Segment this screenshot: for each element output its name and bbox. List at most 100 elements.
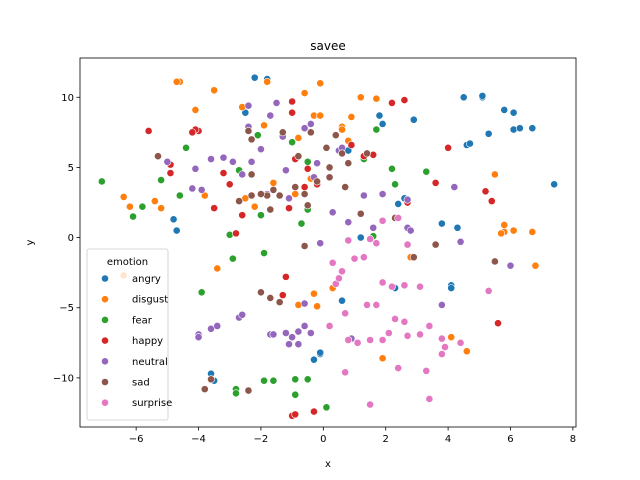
- x-tick-label: 0: [320, 434, 326, 445]
- data-point-angry: [378, 120, 387, 128]
- points-layer: [97, 73, 559, 420]
- data-point-sad: [235, 197, 243, 206]
- data-point-fear: [291, 375, 300, 384]
- data-point-sad: [300, 190, 309, 198]
- legend-marker-neutral: [101, 357, 109, 366]
- data-point-sad: [300, 242, 309, 250]
- data-point-fear: [253, 131, 262, 140]
- data-point-neutral: [257, 145, 265, 154]
- x-tick-label: 8: [570, 434, 576, 445]
- data-point-angry: [500, 106, 509, 114]
- data-point-angry: [478, 91, 487, 100]
- data-point-sad: [278, 128, 287, 137]
- data-point-fear: [197, 288, 206, 297]
- data-point-fear: [291, 390, 300, 399]
- data-point-disgust: [213, 264, 222, 273]
- data-point-happy: [288, 108, 297, 117]
- data-point-surprise: [341, 368, 350, 377]
- data-point-neutral: [238, 170, 247, 179]
- data-point-neutral: [244, 101, 253, 110]
- data-point-disgust: [191, 106, 200, 114]
- data-point-surprise: [372, 301, 381, 309]
- data-point-surprise: [328, 258, 337, 267]
- data-point-surprise: [400, 317, 409, 326]
- data-point-happy: [219, 169, 228, 177]
- data-point-surprise: [441, 343, 449, 351]
- data-point-surprise: [437, 350, 446, 358]
- data-point-neutral: [194, 333, 203, 342]
- x-tick-label: 2: [383, 434, 389, 445]
- data-point-angry: [250, 73, 259, 82]
- data-point-sad: [291, 183, 300, 191]
- legend: emotion angry disgust fear happy neutral sad s…: [86, 248, 172, 421]
- series-sad: [154, 127, 499, 395]
- data-point-fear: [422, 167, 431, 176]
- data-point-sad: [325, 173, 334, 182]
- data-point-neutral: [306, 329, 315, 337]
- data-point-neutral: [328, 208, 337, 217]
- x-tick-label: 6: [507, 434, 513, 445]
- data-point-disgust: [300, 89, 309, 97]
- y-axis-label: y: [25, 239, 36, 245]
- data-point-happy: [300, 183, 309, 191]
- y-tick-label: 0: [68, 233, 74, 244]
- data-point-neutral: [437, 301, 446, 309]
- legend-title: emotion: [107, 257, 148, 268]
- x-axis-label: x: [325, 459, 331, 470]
- data-point-disgust: [338, 125, 346, 134]
- data-point-happy: [444, 143, 453, 152]
- plot-frame: [79, 57, 577, 428]
- data-point-neutral: [313, 159, 321, 168]
- data-point-neutral: [191, 164, 200, 173]
- y-tick-label: 5: [68, 163, 74, 174]
- data-point-happy: [188, 128, 197, 137]
- data-point-happy: [347, 141, 356, 149]
- data-point-neutral: [228, 157, 237, 166]
- data-point-neutral: [294, 327, 303, 336]
- data-point-happy: [238, 211, 247, 220]
- data-point-surprise: [416, 282, 424, 291]
- data-point-disgust: [313, 302, 321, 311]
- data-point-disgust: [269, 178, 278, 187]
- data-point-fear: [138, 202, 147, 211]
- x-tick-label: −2: [254, 434, 269, 445]
- data-point-disgust: [316, 111, 325, 120]
- data-point-neutral: [197, 185, 206, 194]
- data-point-sad: [331, 131, 340, 140]
- legend-label-fear: fear: [132, 315, 153, 326]
- data-point-fear: [303, 157, 312, 166]
- data-point-happy: [285, 204, 293, 213]
- data-point-neutral: [403, 195, 412, 204]
- data-point-disgust: [372, 94, 381, 103]
- data-point-happy: [481, 187, 490, 196]
- data-point-surprise: [388, 282, 396, 291]
- data-point-disgust: [500, 221, 509, 229]
- y-tick-label: −10: [53, 373, 74, 384]
- data-point-disgust: [260, 121, 268, 130]
- data-point-sad: [200, 385, 209, 394]
- data-point-disgust: [347, 113, 356, 121]
- data-point-fear: [391, 180, 399, 189]
- data-point-fear: [260, 249, 268, 257]
- data-point-sad: [325, 163, 334, 172]
- data-point-disgust: [126, 202, 134, 211]
- data-point-neutral: [300, 322, 309, 330]
- data-point-neutral: [359, 191, 368, 200]
- data-point-sad: [257, 288, 265, 297]
- data-point-neutral: [378, 190, 387, 198]
- data-point-angry: [437, 219, 446, 228]
- legend-label-surprise: surprise: [132, 398, 172, 409]
- data-point-happy: [303, 164, 312, 173]
- data-point-happy: [288, 97, 297, 106]
- data-point-sad: [154, 152, 162, 161]
- data-point-sad: [313, 177, 321, 186]
- legend-marker-disgust: [101, 295, 109, 304]
- data-point-fear: [297, 219, 306, 228]
- data-point-surprise: [422, 366, 431, 375]
- data-point-angry: [169, 215, 178, 224]
- data-point-neutral: [456, 237, 465, 246]
- data-point-happy: [232, 229, 240, 238]
- data-point-neutral: [207, 155, 215, 163]
- data-point-happy: [310, 407, 318, 416]
- data-point-disgust: [447, 333, 456, 342]
